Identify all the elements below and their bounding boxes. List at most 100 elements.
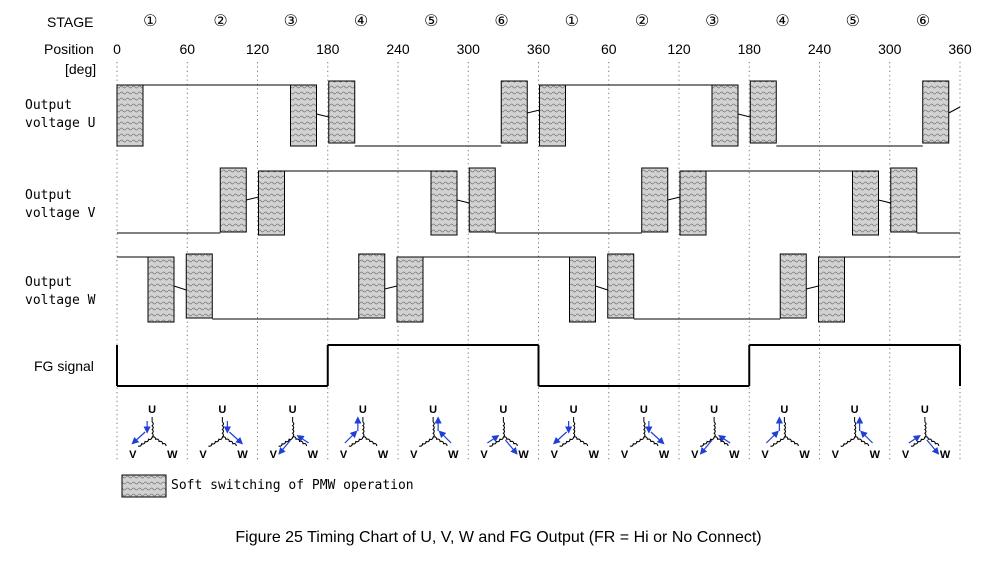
- stage-number-6: ⑥: [494, 13, 509, 30]
- w-row-label-1: Output: [25, 275, 72, 290]
- position-tick-11: 300: [878, 41, 902, 57]
- current-arrow-icon: [278, 439, 292, 455]
- position-tick-1: 60: [179, 41, 196, 57]
- winding-terminal-v: V: [550, 449, 558, 461]
- w-soft-switch: [818, 256, 845, 323]
- winding-terminal-v: V: [129, 449, 137, 461]
- winding-terminal-w: W: [518, 449, 529, 461]
- winding-terminal-u: U: [569, 404, 578, 416]
- winding-terminal-w: W: [167, 449, 178, 461]
- w-row-label-2: voltage W: [25, 293, 96, 308]
- winding-diagram-6: [487, 417, 518, 455]
- stage-number-5: ⑤: [424, 13, 439, 30]
- stage-number-8: ②: [634, 13, 650, 30]
- u-soft-switch: [328, 80, 356, 144]
- v-row-label-2: voltage V: [25, 206, 96, 221]
- stage-number-10: ④: [775, 13, 790, 30]
- winding-diagram-10: [765, 416, 799, 447]
- winding-terminal-v: V: [761, 449, 769, 461]
- current-arrow-icon: [504, 439, 518, 455]
- position-tick-3: 180: [316, 41, 340, 57]
- current-arrow-icon: [131, 431, 146, 445]
- current-arrow-icon: [699, 439, 713, 455]
- w-slope: [173, 285, 187, 291]
- winding-terminal-u: U: [148, 404, 157, 416]
- stage-number-1: ①: [143, 13, 158, 30]
- stage-number-4: ④: [353, 13, 369, 30]
- stage-number-12: ⑥: [915, 13, 931, 30]
- winding-terminal-w: W: [307, 449, 319, 461]
- u-slope: [948, 106, 961, 114]
- winding-terminal-v: V: [199, 449, 207, 461]
- winding-terminal-w: W: [658, 449, 670, 461]
- fg-row-label: FG signal: [34, 358, 94, 374]
- w-soft-switch: [779, 253, 807, 319]
- current-arrow-icon: [650, 431, 665, 445]
- winding-terminal-v: V: [831, 449, 839, 461]
- u-soft-switch: [539, 84, 566, 147]
- current-arrow-icon: [926, 439, 940, 455]
- v-row-label-1: Output: [25, 188, 72, 203]
- u-soft-switch: [116, 84, 144, 147]
- u-slope: [737, 113, 751, 118]
- winding-diagram-9: [699, 417, 731, 455]
- u-slope: [316, 113, 329, 118]
- waveforms: [116, 80, 961, 387]
- winding-terminal-u: U: [710, 404, 719, 416]
- current-arrow-icon: [228, 431, 244, 445]
- current-arrow-icon: [718, 435, 731, 444]
- stage-number-7: ①: [564, 13, 579, 30]
- w-soft-switch: [147, 256, 175, 323]
- winding-terminal-v: V: [269, 449, 277, 461]
- legend-text: Soft switching of PMW operation: [171, 478, 414, 493]
- winding-diagram-2: [208, 417, 244, 447]
- winding-terminal-v: V: [691, 449, 699, 461]
- winding-terminal-u: U: [218, 404, 227, 416]
- current-arrow-icon: [765, 430, 779, 444]
- winding-diagram-11: [840, 416, 874, 447]
- winding-diagram-7: [552, 417, 589, 447]
- v-slope: [667, 196, 681, 201]
- winding-terminal-u: U: [499, 404, 508, 416]
- winding-terminal-w: W: [448, 449, 459, 461]
- u-slope: [527, 109, 540, 114]
- winding-terminal-w: W: [377, 449, 389, 461]
- winding-terminal-w: W: [588, 449, 600, 461]
- winding-diagram-3: [278, 417, 309, 455]
- winding-terminal-v: V: [410, 449, 418, 461]
- w-soft-switch: [396, 256, 424, 323]
- v-slope: [246, 196, 259, 201]
- current-arrow-icon: [296, 435, 309, 444]
- current-arrow-icon: [908, 435, 921, 444]
- winding-terminal-u: U: [429, 404, 438, 416]
- stage-label: STAGE: [47, 14, 94, 30]
- current-arrow-icon: [552, 431, 568, 445]
- position-tick-0: 0: [113, 41, 121, 57]
- v-soft-switch: [890, 167, 918, 233]
- stage-number-11: ⑤: [845, 13, 860, 30]
- winding-terminal-v: V: [620, 449, 629, 461]
- v-soft-switch: [679, 170, 707, 236]
- v-slope: [456, 199, 470, 204]
- winding-terminal-u: U: [288, 404, 297, 416]
- v-soft-switch: [258, 170, 285, 236]
- current-arrow-icon: [344, 430, 358, 444]
- winding-terminal-u: U: [639, 404, 648, 416]
- winding-terminal-w: W: [799, 449, 810, 461]
- winding-diagram-8: [629, 417, 665, 447]
- u-soft-switch: [290, 84, 317, 147]
- current-arrow-icon: [860, 430, 874, 444]
- winding-diagram-4: [344, 416, 378, 447]
- winding-terminal-v: V: [480, 449, 488, 461]
- w-soft-switch: [358, 253, 386, 319]
- winding-terminal-v: V: [901, 449, 910, 461]
- winding-terminal-w: W: [869, 449, 881, 461]
- w-soft-switch: [185, 253, 213, 319]
- winding-diagram-5: [418, 416, 452, 447]
- winding-diagram-12: [908, 417, 940, 455]
- position-tick-5: 300: [456, 41, 480, 57]
- winding-terminal-w: W: [237, 449, 248, 461]
- u-row-label-2: voltage U: [25, 116, 96, 131]
- u-soft-switch: [500, 80, 528, 144]
- position-label: Position: [44, 41, 94, 57]
